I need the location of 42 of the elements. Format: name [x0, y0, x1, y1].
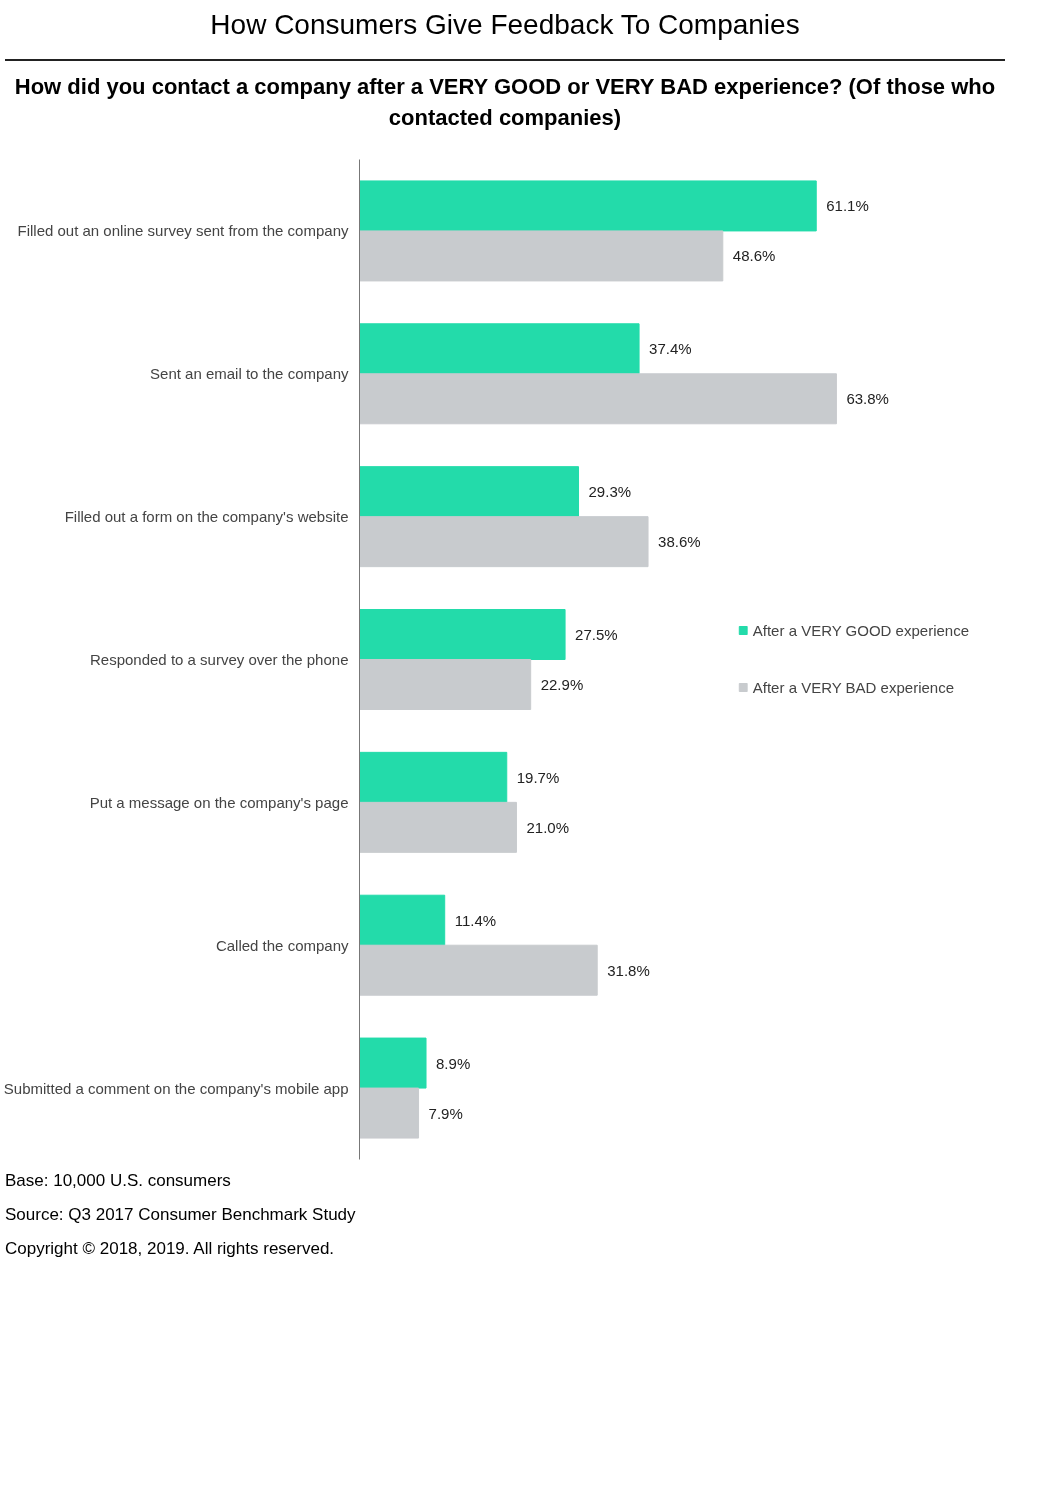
data-label: 22.9%	[540, 675, 584, 693]
source-note: Source: Q3 2017 Consumer Benchmark Study	[5, 1204, 356, 1227]
chart-subtitle: How did you contact a company after a VERY GOOD or VERY BAD experience? (Of those who contacted companies)	[13, 73, 997, 133]
y-tick-label: Submitted a comment on the company's mobile app	[3, 1079, 349, 1097]
text: Copyright © 2018, 2019. All rights reserved.	[5, 1238, 335, 1261]
bar	[359, 180, 817, 232]
bar	[359, 658, 532, 710]
data-label: 61.1%	[826, 197, 869, 215]
y-tick-label: Filled out a form on the company's website	[64, 507, 349, 525]
data-label: 38.6%	[658, 532, 701, 550]
data-label: 7.9%	[428, 1104, 463, 1122]
y-tick-label: Responded to a survey over the phone	[89, 650, 349, 668]
bar	[359, 944, 598, 996]
bar	[359, 465, 580, 517]
chart-title: How Consumers Give Feedback To Companies	[210, 8, 800, 42]
bar	[359, 515, 649, 567]
y-tick-label: Sent an email to the company	[150, 365, 349, 383]
bar	[359, 608, 566, 660]
y-tick-label: Called the company	[215, 936, 349, 954]
bar	[359, 230, 724, 282]
bar	[359, 894, 446, 946]
data-label: 27.5%	[575, 625, 618, 643]
bar	[359, 373, 837, 425]
data-label: 8.9%	[436, 1054, 471, 1072]
text: Base: 10,000 U.S. consumers	[5, 1169, 231, 1192]
bar	[359, 1087, 420, 1139]
y-tick-label: Filled out an online survey sent from the company	[17, 222, 349, 240]
legend-label: After a VERY BAD experience	[752, 678, 954, 696]
data-label: 63.8%	[846, 390, 889, 408]
data-label: 11.4%	[454, 911, 497, 929]
data-label: 21.0%	[526, 818, 570, 836]
bar	[359, 751, 508, 803]
y-tick-label: Put a message on the company's page	[89, 793, 349, 811]
bar	[359, 801, 517, 853]
data-label: 48.6%	[732, 247, 776, 265]
data-label: 31.8%	[607, 961, 650, 979]
data-label: 19.7%	[516, 768, 560, 786]
legend-label: After a VERY GOOD experience	[752, 621, 969, 639]
data-label: 37.4%	[649, 340, 692, 358]
bar	[359, 323, 640, 375]
data-label: 29.3%	[588, 482, 632, 500]
bar	[359, 1037, 427, 1089]
